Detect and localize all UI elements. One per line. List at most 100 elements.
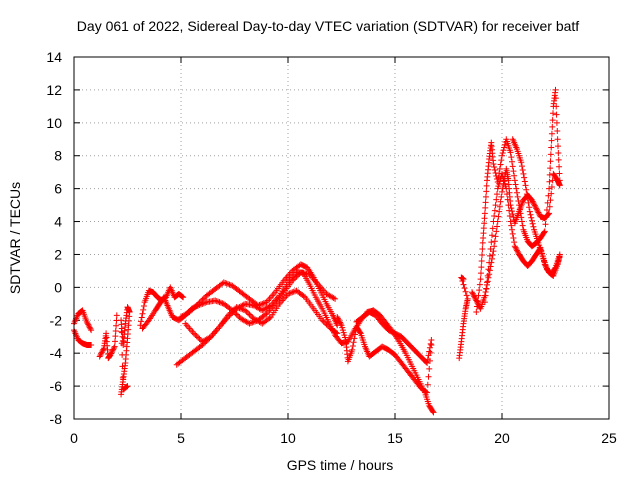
data-point (476, 281, 483, 288)
data-point (196, 299, 203, 306)
data-point (523, 186, 530, 193)
chart-title: Day 061 of 2022, Sidereal Day-to-day VTE… (77, 18, 580, 34)
data-point (507, 149, 514, 156)
data-point (119, 351, 126, 358)
data-point (533, 206, 540, 213)
data-point (337, 319, 344, 326)
data-point (426, 348, 433, 355)
data-point (496, 208, 503, 215)
data-point (111, 343, 118, 350)
y-tick-label: 2 (54, 246, 62, 262)
data-point (137, 322, 144, 329)
data-point (425, 373, 432, 380)
data-point (429, 408, 436, 415)
data-point (428, 337, 435, 344)
data-point (118, 328, 125, 335)
data-point (220, 279, 227, 286)
data-point (478, 258, 485, 265)
data-point (470, 292, 477, 299)
data-point (518, 218, 525, 225)
data-point (477, 276, 484, 283)
data-point (330, 295, 337, 302)
data-point (499, 188, 505, 195)
data-point (479, 252, 486, 259)
data-point (521, 178, 528, 185)
data-point (324, 322, 331, 329)
data-point (483, 182, 490, 189)
data-point (266, 315, 273, 322)
data-point (509, 163, 516, 170)
data-point (260, 300, 267, 307)
data-points (71, 86, 563, 416)
data-point (123, 384, 130, 391)
data-point (547, 158, 554, 165)
data-point (513, 189, 520, 196)
data-point (337, 320, 344, 327)
data-point (491, 238, 498, 245)
data-point (246, 320, 253, 327)
data-point (86, 324, 93, 331)
data-point (257, 301, 264, 308)
data-point (543, 214, 550, 221)
data-point (514, 193, 521, 200)
data-point (144, 318, 151, 325)
data-point (110, 344, 117, 351)
data-point (499, 152, 505, 159)
data-point (505, 202, 512, 209)
data-point (531, 202, 538, 209)
data-point (112, 327, 119, 334)
data-point (108, 349, 115, 356)
data-point (140, 306, 147, 313)
data-point (510, 168, 517, 175)
data-point (300, 293, 307, 300)
plot-frame (73, 56, 610, 420)
data-point (262, 311, 269, 318)
data-point (336, 318, 343, 325)
series-trace-n (473, 86, 563, 316)
data-point (461, 285, 468, 292)
data-point (494, 223, 501, 230)
data-point (78, 307, 85, 314)
data-point (476, 287, 483, 294)
data-point (462, 288, 469, 295)
data-point (481, 210, 488, 217)
data-point (246, 311, 253, 318)
data-point (197, 298, 204, 305)
data-point (138, 314, 145, 321)
data-point (112, 333, 119, 340)
data-point (489, 252, 496, 259)
data-point (549, 123, 556, 130)
data-point (544, 199, 551, 206)
data-point (508, 222, 515, 229)
data-point (527, 211, 534, 218)
data-point (193, 302, 200, 309)
data-point (119, 363, 126, 370)
data-point (481, 299, 488, 306)
data-point (242, 307, 249, 314)
data-point (334, 313, 341, 320)
data-point (196, 335, 203, 342)
data-point (548, 130, 555, 137)
data-point (286, 290, 293, 297)
data-point (216, 299, 223, 306)
data-point (247, 320, 254, 327)
data-point (333, 329, 340, 336)
data-point (477, 270, 484, 277)
data-point (528, 214, 535, 221)
data-point (547, 151, 554, 158)
data-point (514, 248, 521, 255)
data-point (200, 295, 207, 302)
data-point (522, 182, 529, 189)
x-tick-label: 25 (601, 430, 617, 446)
data-point (548, 144, 555, 151)
data-point (512, 244, 519, 251)
data-point (98, 350, 105, 357)
data-point (503, 185, 510, 192)
data-point (351, 335, 358, 342)
data-point (469, 290, 476, 297)
data-point (556, 163, 563, 170)
data-point (350, 339, 357, 346)
data-point (189, 306, 196, 313)
